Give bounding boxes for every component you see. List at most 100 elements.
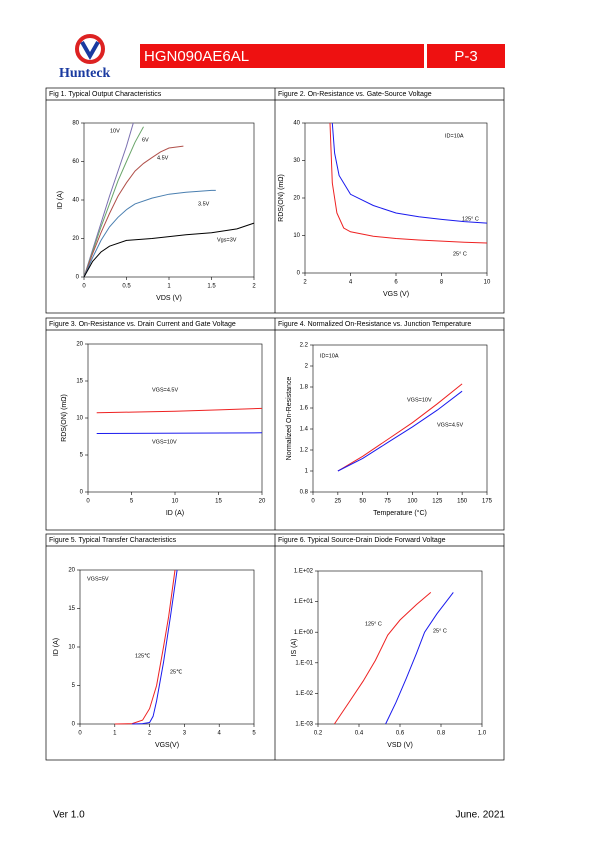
y-tick-label: 5 (72, 683, 76, 689)
logo-text: Hunteck (59, 66, 111, 81)
y-axis-label: ID (A) (53, 638, 60, 656)
y-tick-label: 10 (76, 416, 83, 422)
y-tick-label: 1.E-02 (295, 691, 313, 697)
x-tick-label: 4 (218, 731, 222, 737)
series-line (333, 592, 432, 725)
series-line (96, 432, 263, 434)
y-tick-label: 30 (293, 158, 300, 164)
logo: Hunteck (59, 34, 111, 81)
plot-frame (83, 122, 255, 278)
series-line (329, 122, 488, 244)
chart-title: Figure 4. Normalized On-Resistance vs. J… (278, 321, 471, 328)
y-tick-label: 0 (297, 271, 301, 277)
annotation: VGS=5V (87, 576, 109, 582)
series-line (83, 222, 255, 278)
y-axis-label: IS (A) (291, 639, 298, 657)
version: Ver 1.0 (53, 810, 85, 821)
x-axis-label: ID (A) (166, 510, 184, 517)
series-label: Vgs=3V (217, 237, 237, 243)
x-tick-label: 6 (394, 280, 398, 286)
series-label: 25° C (453, 251, 467, 257)
series-line (83, 122, 134, 278)
y-tick-label: 0.8 (300, 490, 309, 496)
x-tick-label: 10 (172, 499, 179, 505)
y-tick-label: 2 (305, 364, 309, 370)
y-tick-label: 1.2 (300, 448, 309, 454)
x-tick-label: 2 (148, 731, 152, 737)
y-tick-label: 15 (68, 606, 75, 612)
series-label: 3.5V (198, 201, 210, 207)
series-line (337, 390, 463, 472)
x-tick-label: 10 (484, 280, 491, 286)
x-axis-label: Temperature (°C) (373, 509, 427, 517)
y-tick-label: 1.4 (300, 427, 309, 433)
part-number: HGN090AE6AL (144, 48, 249, 65)
x-tick-label: 0 (86, 499, 90, 505)
y-tick-label: 20 (76, 342, 83, 348)
y-tick-label: 10 (293, 233, 300, 239)
plot-frame (79, 569, 255, 725)
y-axis-label: ID (A) (57, 191, 64, 209)
x-axis-label: VGS (V) (383, 291, 409, 298)
x-tick-label: 50 (359, 499, 366, 505)
x-tick-label: 2 (252, 284, 256, 290)
x-tick-label: 125 (432, 499, 443, 505)
series-label: 125° C (365, 621, 382, 627)
x-tick-label: 150 (457, 499, 468, 505)
y-tick-label: 1.6 (300, 406, 309, 412)
series-line (337, 383, 463, 472)
series-label: VGS=10V (407, 397, 432, 403)
plot-frame (312, 344, 488, 493)
x-tick-label: 0 (311, 499, 315, 505)
series-label: 125℃ (135, 653, 151, 659)
x-tick-label: 8 (440, 280, 444, 286)
x-tick-label: 100 (407, 499, 418, 505)
series-label: 4.5V (157, 155, 169, 161)
panels (45, 87, 505, 761)
series-label: VGS=10V (152, 439, 177, 445)
y-tick-label: 1 (305, 469, 309, 475)
y-tick-label: 0 (80, 490, 84, 496)
series-line (83, 145, 184, 278)
x-tick-label: 75 (384, 499, 391, 505)
header-bar (140, 44, 424, 68)
series-label: 6V (142, 137, 149, 143)
y-tick-label: 1.E-03 (295, 722, 313, 728)
series-line (114, 569, 176, 725)
y-tick-label: 60 (72, 159, 79, 165)
chart-title: Figure 3. On-Resistance vs. Drain Curren… (49, 321, 236, 328)
x-tick-label: 0 (82, 284, 86, 290)
y-tick-label: 10 (68, 645, 75, 651)
y-tick-label: 80 (72, 121, 79, 127)
x-tick-label: 25 (335, 499, 342, 505)
series-line (132, 569, 178, 725)
y-tick-label: 1.E+01 (294, 599, 314, 605)
y-tick-label: 1.E+00 (294, 630, 314, 636)
x-tick-label: 0.5 (122, 284, 131, 290)
chart-title: Figure 2. On-Resistance vs. Gate-Source … (278, 91, 432, 98)
series-label: VGS=4.5V (437, 422, 463, 428)
x-tick-label: 1 (167, 284, 171, 290)
series-label: 25℃ (170, 669, 183, 675)
series-line (83, 189, 216, 278)
x-tick-label: 2 (303, 280, 307, 286)
series-line (385, 592, 454, 725)
y-axis-label: Normalized On-Resistance (286, 377, 293, 461)
y-axis-label: RDS(ON) (mΩ) (61, 394, 68, 442)
series-line (331, 122, 488, 224)
x-tick-label: 0 (78, 731, 82, 737)
y-tick-label: 5 (80, 453, 84, 459)
y-tick-label: 40 (293, 121, 300, 127)
chart-title: Fig 1. Typical Output Characteristics (49, 91, 162, 98)
x-tick-label: 1.5 (207, 284, 216, 290)
chart-title: Figure 5. Typical Transfer Characteristi… (49, 537, 177, 544)
x-tick-label: 4 (349, 280, 353, 286)
x-tick-label: 175 (482, 499, 493, 505)
y-tick-label: 20 (293, 196, 300, 202)
series-label: 125° C (462, 216, 479, 222)
series-label: 10V (110, 128, 120, 134)
x-tick-label: 1.0 (478, 731, 487, 737)
y-tick-label: 1.E+02 (294, 569, 314, 575)
x-tick-label: 0.6 (396, 731, 405, 737)
series-line (96, 407, 263, 414)
